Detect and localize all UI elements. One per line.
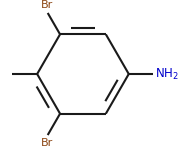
Text: Br: Br — [41, 0, 53, 10]
Text: Br: Br — [41, 138, 53, 148]
Text: NH$_2$: NH$_2$ — [155, 66, 179, 82]
